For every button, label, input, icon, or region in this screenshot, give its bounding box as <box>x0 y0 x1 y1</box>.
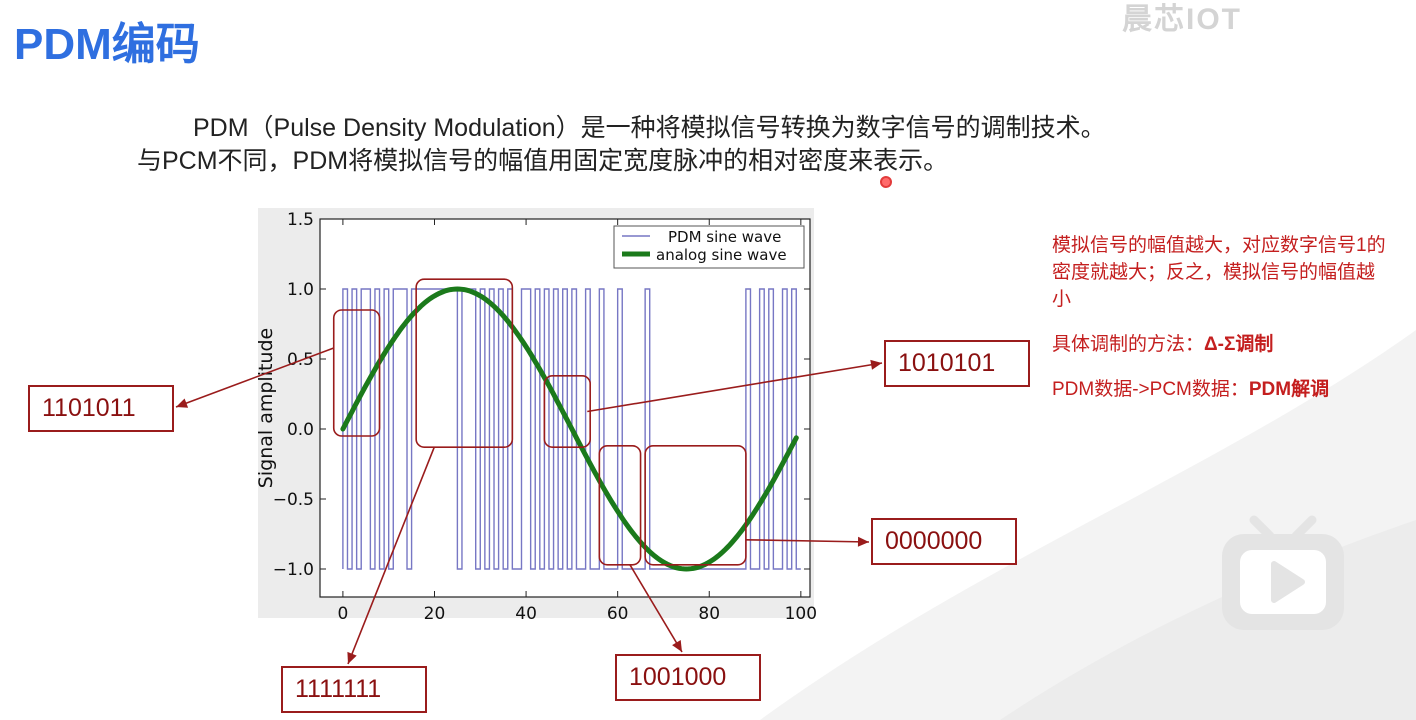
laser-pointer-dot <box>880 176 892 188</box>
annotation-region <box>598 444 642 566</box>
bilibili-tv-icon <box>1222 515 1344 630</box>
code-text: 1010101 <box>898 349 996 377</box>
annotation-region <box>332 309 381 437</box>
y-tick-label: −1.0 <box>273 560 314 580</box>
x-tick-label: 20 <box>424 604 446 624</box>
side-notes: 模拟信号的幅值越大，对应数字信号1的密度就越大；反之，模拟信号的幅值越小 具体调… <box>1052 232 1392 421</box>
code-text: 0000000 <box>885 527 983 555</box>
x-tick-label: 100 <box>785 604 817 624</box>
intro-line-1: PDM（Pulse Density Modulation）是一种将模拟信号转换为… <box>193 114 1106 142</box>
x-tick-label: 40 <box>515 604 537 624</box>
conversion-label: PDM数据->PCM数据： <box>1052 379 1249 400</box>
y-tick-label: 0.0 <box>287 420 314 440</box>
page-title: PDM编码 <box>14 20 200 69</box>
method-label: 具体调制的方法： <box>1052 334 1205 355</box>
annotation-arrow-head <box>176 398 189 408</box>
code-box-1001000: 1001000 <box>615 654 761 701</box>
annotation-arrow-head <box>857 536 869 547</box>
watermark: 晨芯IOT <box>1122 3 1242 36</box>
code-text: 1111111 <box>295 675 382 703</box>
annotation-arrow-line <box>745 539 870 543</box>
code-box-0000000: 0000000 <box>871 518 1017 565</box>
method-value: Δ-Σ调制 <box>1204 334 1274 355</box>
annotation-region <box>644 444 747 566</box>
y-tick-label: 1.5 <box>287 210 314 230</box>
analog-sine-wave-series <box>340 286 799 572</box>
annotation-arrow-line <box>629 564 683 653</box>
y-axis-label: Signal amplitude <box>255 328 277 488</box>
x-tick-label: 60 <box>607 604 629 624</box>
pdm-sine-wave-series <box>342 288 801 570</box>
legend <box>613 225 805 269</box>
annotation-arrow-head <box>347 651 357 664</box>
code-box-1010101: 1010101 <box>884 340 1030 387</box>
code-box-1101011: 1101011 <box>28 385 174 432</box>
y-tick-label: −0.5 <box>273 490 314 510</box>
code-text: 1001000 <box>629 663 727 691</box>
legend-label-analog: analog sine wave <box>656 246 787 264</box>
plot-area <box>319 218 811 598</box>
intro-line-2: 与PCM不同，PDM将模拟信号的幅值用固定宽度脉冲的相对密度来表示。 <box>137 147 949 175</box>
code-text: 1101011 <box>42 394 136 422</box>
annotation-region <box>415 278 514 449</box>
conversion-value: PDM解调 <box>1248 379 1330 400</box>
legend-label-pdm: PDM sine wave <box>668 228 781 246</box>
method-note: 具体调制的方法：Δ-Σ调制 <box>1052 331 1392 358</box>
y-tick-label: 1.0 <box>287 280 314 300</box>
density-note: 模拟信号的幅值越大，对应数字信号1的密度就越大；反之，模拟信号的幅值越小 <box>1052 235 1386 310</box>
conversion-note: PDM数据->PCM数据：PDM解调 <box>1052 376 1392 403</box>
code-box-1111111: 1111111 <box>281 666 427 713</box>
annotation-arrow-line <box>347 446 435 665</box>
annotation-arrow-head <box>870 359 882 370</box>
x-tick-label: 0 <box>337 604 348 624</box>
annotation-arrow-line <box>175 347 335 408</box>
x-tick-label: 80 <box>698 604 720 624</box>
annotation-arrow-head <box>672 640 682 652</box>
annotation-arrow-line <box>587 362 883 413</box>
